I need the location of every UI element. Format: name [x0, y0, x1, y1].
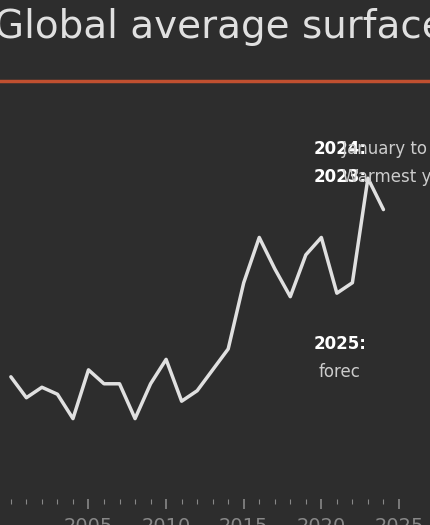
Text: Warmest year o: Warmest year o — [337, 168, 430, 186]
Text: 2023:: 2023: — [313, 168, 366, 186]
Text: forec: forec — [318, 363, 360, 381]
Text: Global average surface temperature: Global average surface temperature — [0, 8, 430, 46]
Text: 2024:: 2024: — [313, 140, 366, 158]
Text: January to: January to — [337, 140, 427, 158]
Text: 2025:: 2025: — [313, 335, 366, 353]
